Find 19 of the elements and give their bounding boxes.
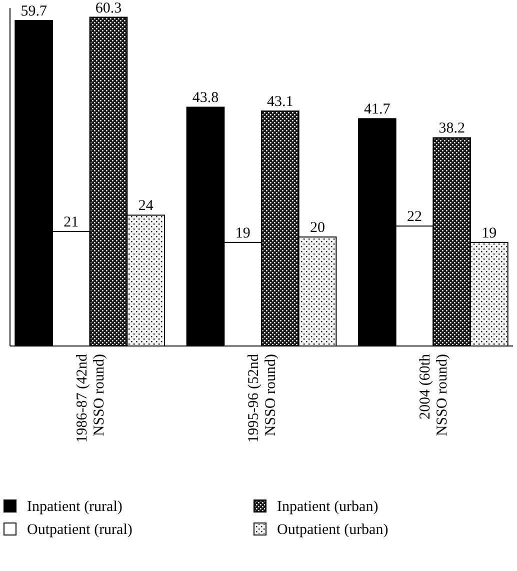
x-tick-label: 1995-96 (52nd NSSO round) — [246, 354, 279, 443]
x-tick-label: 1986-87 (42nd NSSO round) — [74, 354, 108, 443]
data-label: 60.3 — [95, 0, 122, 16]
data-label: 24 — [138, 198, 154, 214]
legend-label: Outpatient (urban) — [277, 522, 388, 538]
data-label: 22 — [407, 209, 422, 226]
data-label: 19 — [235, 225, 250, 242]
legend-label: Inpatient (urban) — [277, 499, 378, 515]
data-label: 21 — [64, 214, 79, 231]
data-label: 38.2 — [438, 120, 465, 137]
data-label: 19 — [482, 225, 497, 242]
x-tick-label: 2004 (60th NSSO round) — [418, 354, 451, 436]
data-label: 20 — [310, 220, 326, 236]
data-label: 59.7 — [20, 4, 48, 20]
data-label: 41.7 — [364, 102, 391, 118]
data-label: 43.8 — [192, 90, 219, 106]
data-label: 43.1 — [267, 94, 294, 110]
legend-label: Outpatient (rural) — [27, 522, 132, 538]
legend-label: Inpatient (rural) — [27, 499, 122, 515]
